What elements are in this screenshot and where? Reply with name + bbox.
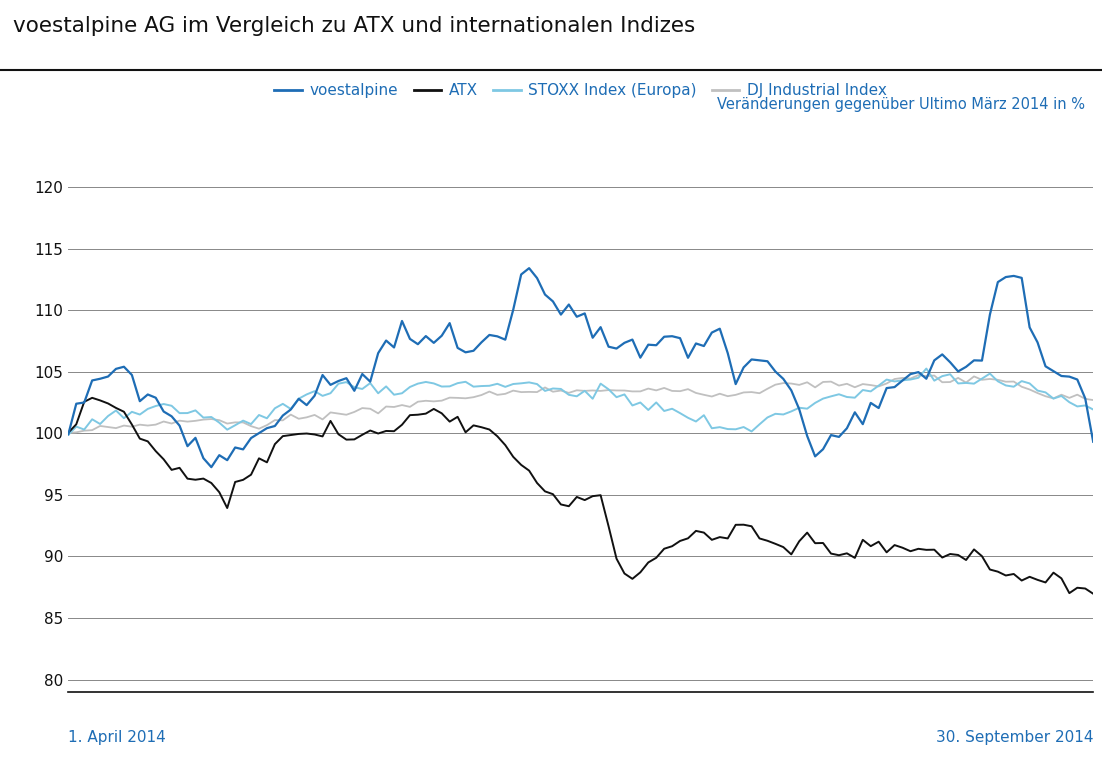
- Text: 1. April 2014: 1. April 2014: [68, 730, 166, 745]
- Text: voestalpine AG im Vergleich zu ATX und internationalen Indizes: voestalpine AG im Vergleich zu ATX und i…: [13, 16, 695, 36]
- Legend: voestalpine, ATX, STOXX Index (Europa), DJ Industrial Index: voestalpine, ATX, STOXX Index (Europa), …: [269, 77, 893, 104]
- Text: Veränderungen gegenüber Ultimo März 2014 in %: Veränderungen gegenüber Ultimo März 2014…: [717, 97, 1085, 111]
- Text: 30. September 2014: 30. September 2014: [936, 730, 1093, 745]
